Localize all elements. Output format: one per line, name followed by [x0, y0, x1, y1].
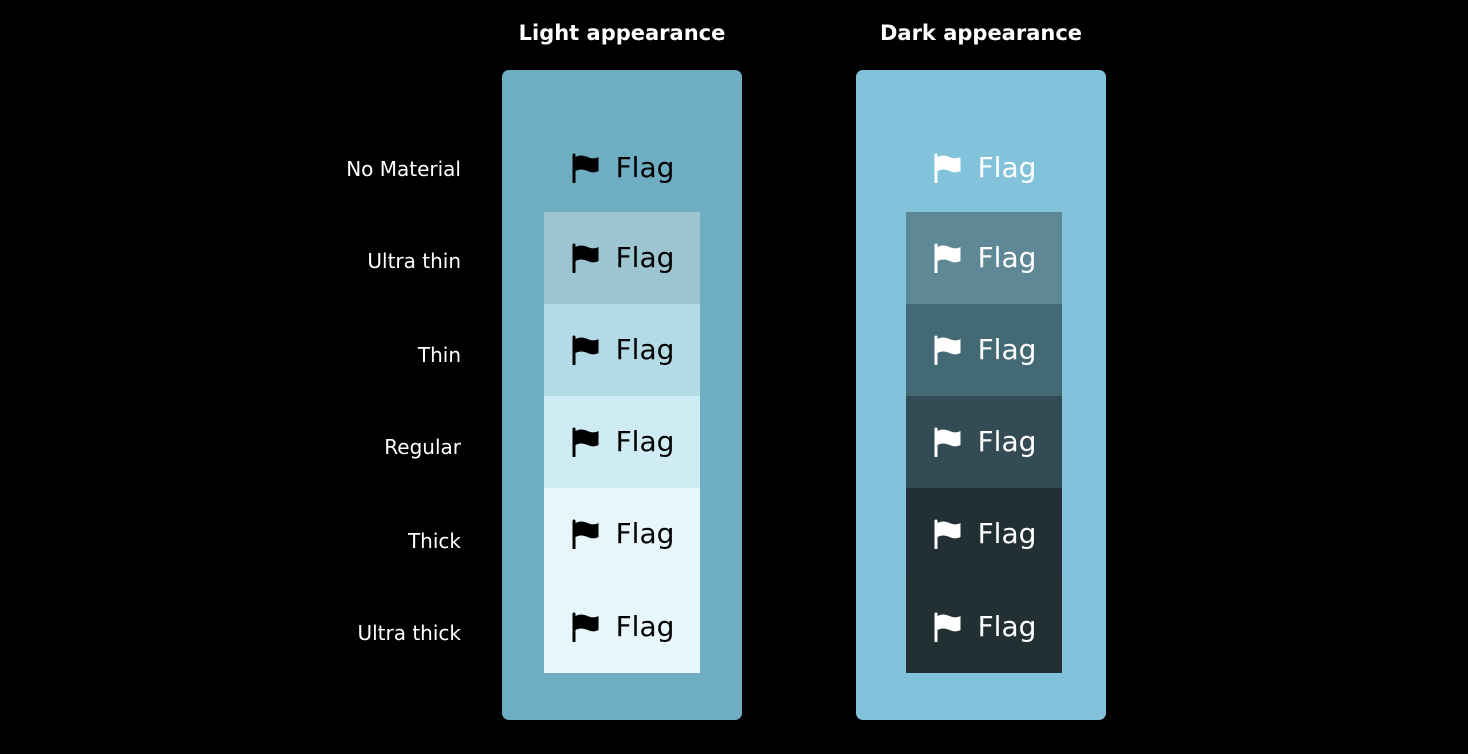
flag-icon: [932, 519, 962, 549]
flag-icon: [932, 427, 962, 457]
flag-label: Flag: [615, 425, 675, 458]
row-label-thin: Thin: [417, 343, 461, 367]
dark-cell-ultra-thick: Flag: [906, 580, 1062, 673]
light-cell-ultra-thin: Flag: [544, 212, 700, 304]
flag-icon: [932, 243, 962, 273]
flag-icon: [570, 335, 600, 365]
light-cell-regular: Flag: [544, 396, 700, 488]
flag-label: Flag: [615, 609, 675, 643]
flag-icon: [932, 612, 962, 642]
dark-cell-thick: Flag: [906, 488, 1062, 580]
flag-label: Flag: [977, 241, 1037, 274]
light-cell-thin: Flag: [544, 304, 700, 396]
flag-icon: [570, 612, 600, 642]
row-label-regular: Regular: [384, 435, 461, 459]
dark-appearance-title: Dark appearance: [879, 21, 1083, 45]
flag-label: Flag: [615, 333, 675, 366]
dark-cell-no-material: Flag: [906, 124, 1062, 212]
light-cell-no-material: Flag: [544, 124, 700, 212]
light-cell-thick: Flag: [544, 488, 700, 580]
flag-label: Flag: [977, 333, 1037, 366]
row-label-ultra-thin: Ultra thin: [367, 249, 461, 273]
flag-label: Flag: [977, 609, 1037, 643]
dark-cell-thin: Flag: [906, 304, 1062, 396]
flag-label: Flag: [615, 517, 675, 550]
flag-label: Flag: [977, 517, 1037, 550]
flag-label: Flag: [977, 151, 1037, 184]
row-label-no-material: No Material: [346, 157, 461, 181]
flag-icon: [570, 153, 600, 183]
flag-icon: [570, 243, 600, 273]
flag-label: Flag: [615, 241, 675, 274]
flag-label: Flag: [977, 425, 1037, 458]
flag-icon: [932, 335, 962, 365]
flag-label: Flag: [615, 151, 675, 184]
dark-cell-ultra-thin: Flag: [906, 212, 1062, 304]
flag-icon: [932, 153, 962, 183]
flag-icon: [570, 427, 600, 457]
light-cell-ultra-thick: Flag: [544, 580, 700, 673]
flag-icon: [570, 519, 600, 549]
row-label-thick: Thick: [407, 529, 461, 553]
light-appearance-title: Light appearance: [518, 21, 726, 45]
row-label-ultra-thick: Ultra thick: [357, 621, 461, 645]
dark-cell-regular: Flag: [906, 396, 1062, 488]
